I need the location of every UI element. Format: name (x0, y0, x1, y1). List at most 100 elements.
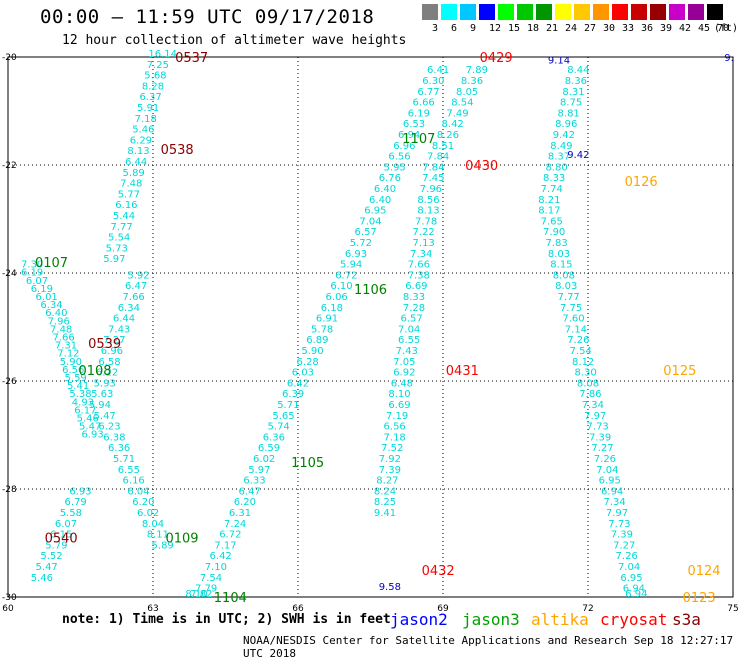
swh-value: 8.36 (461, 76, 483, 87)
swh-value: 8.33 (543, 173, 565, 184)
swh-value: 6.07 (26, 276, 48, 287)
swh-value: 6.36 (108, 443, 130, 454)
lat-lon-grid (7, 56, 734, 598)
swh-value: 8.30 (574, 368, 596, 379)
swh-value: 7.34 (603, 497, 625, 508)
swh-value: 6.42 (287, 378, 309, 389)
swh-value: 6.59 (258, 443, 280, 454)
swh-value: 6.94 (623, 584, 645, 595)
pass-time-tag: 1106 (354, 283, 387, 298)
swh-value: 7.60 (562, 314, 584, 325)
y-tick-label: -26 (2, 377, 17, 387)
swh-value: 6.17 (74, 405, 96, 416)
swh-value: 7.18 (384, 432, 406, 443)
swh-value: 7.90 (543, 227, 565, 238)
swh-value: 6.20 (132, 497, 154, 508)
page-subtitle: 12 hour collection of altimeter wave hei… (62, 33, 407, 48)
swh-value: 8.13 (417, 206, 439, 217)
swh-value: 6.94 (398, 130, 420, 141)
swh-value: 6.04 (127, 486, 149, 497)
swh-value: 7.26 (594, 454, 616, 465)
swh-value: 6.93 (345, 249, 367, 260)
swh-value: 8.17 (538, 206, 560, 217)
swh-value: 7.04 (596, 465, 618, 476)
swh-value: 6.36 (263, 432, 285, 443)
swh-value: 5.90 (301, 346, 323, 357)
swh-value: 6.29 (130, 135, 152, 146)
swh-value: 8.37 (548, 152, 570, 163)
swh-value: 7.48 (120, 179, 142, 190)
swh-value: 6.39 (282, 389, 304, 400)
swh-value: 7.82 (190, 589, 212, 600)
scale-value-label: 27 (584, 23, 597, 34)
swh-value: 6.10 (330, 281, 352, 292)
swh-value: 6.01 (36, 292, 58, 303)
swh-value: 7.66 (408, 260, 430, 271)
scale-color-swatch (707, 4, 723, 20)
y-tick-label: -30 (2, 593, 17, 603)
swh-value: 7.31 (55, 341, 77, 352)
swh-value: 7.26 (567, 335, 589, 346)
scale-color-swatch (460, 4, 476, 20)
swh-value: 7.84 (422, 162, 444, 173)
scale-value-label: 21 (546, 23, 559, 34)
swh-value: 6.40 (369, 195, 391, 206)
pass-time-tag: 1107 (402, 132, 435, 147)
swh-value: 5.71 (277, 400, 299, 411)
swh-value: 7.38 (408, 270, 430, 281)
scale-value-label: 9 (470, 23, 477, 34)
swh-value: 8.44 (567, 65, 589, 76)
x-tick-label: 72 (582, 604, 593, 614)
swh-value: 5.91 (137, 103, 159, 114)
scale-value-label: 15 (508, 23, 521, 34)
swh-value: 5.71 (113, 454, 135, 465)
swh-value: 5.95 (384, 162, 406, 173)
swh-value: 6.57 (355, 227, 377, 238)
swh-value: 7.04 (618, 562, 640, 573)
swh-value: 6.69 (388, 400, 410, 411)
swh-value: 8.54 (451, 98, 473, 109)
swh-value: 6.06 (326, 292, 348, 303)
swh-value: 6.33 (243, 476, 265, 487)
pass-time-tag: 0126 (625, 175, 658, 190)
swh-value: 7.73 (587, 422, 609, 433)
scale-value-label: 42 (679, 23, 692, 34)
swh-value: 8.81 (558, 108, 580, 119)
swh-value: 7.66 (52, 333, 74, 344)
swh-value: 6.69 (405, 281, 427, 292)
x-tick-label: 63 (147, 604, 158, 614)
x-tick-label: 60 (2, 604, 14, 614)
swh-value: 9.41 (374, 508, 396, 519)
swh-value: 9.42 (553, 130, 575, 141)
swh-value: 6.93 (81, 430, 103, 441)
x-tick-label: 75 (727, 604, 738, 614)
scale-color-swatch (631, 4, 647, 20)
swh-value: 7.73 (608, 519, 630, 530)
swh-value: 5.89 (123, 168, 145, 179)
swh-value: 7.78 (415, 216, 437, 227)
swh-value: 8.15 (550, 260, 572, 271)
swh-value: 7.19 (386, 411, 408, 422)
scale-value-label: 30 (603, 23, 616, 34)
pass-time-tag: 1105 (291, 456, 324, 471)
swh-value: 7.77 (110, 222, 132, 233)
swh-value: 6.30 (422, 76, 444, 87)
swh-value: 5.97 (248, 465, 270, 476)
swh-value: 5.52 (40, 551, 62, 562)
swh-value: 7.43 (108, 324, 130, 335)
swh-value: 6.03 (292, 368, 314, 379)
swh-value: 7.04 (398, 324, 420, 335)
scale-value-label: 70 (717, 23, 730, 34)
swh-value: 7.05 (393, 357, 415, 368)
swh-value: 7.54 (570, 346, 592, 357)
swh-value: 5.72 (350, 238, 372, 249)
swh-value: 6.66 (413, 98, 435, 109)
swh-value: 8.13 (127, 146, 149, 157)
swh-value: 7.28 (403, 303, 425, 314)
pass-time-tag: 0109 (165, 532, 198, 547)
swh-value-high: 9.14 (548, 56, 570, 67)
swh-value: 5.46 (31, 573, 53, 584)
scale-value-label: 12 (489, 23, 502, 34)
swh-value: 6.15 (50, 530, 72, 541)
